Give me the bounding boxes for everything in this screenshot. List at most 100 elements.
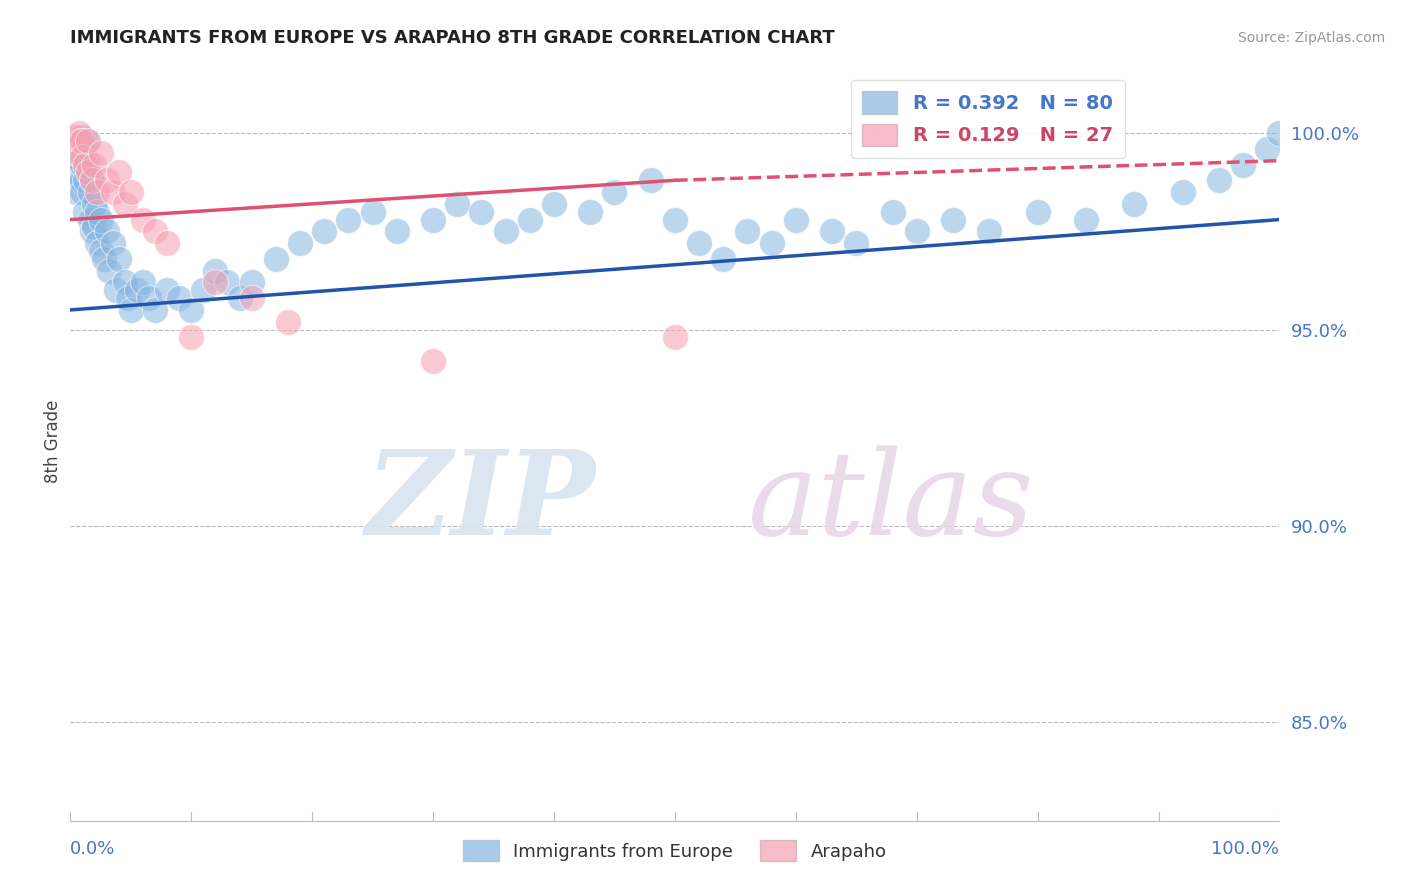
Point bbox=[80, 173, 103, 187]
Point bbox=[277, 315, 299, 329]
Point bbox=[314, 224, 336, 238]
Point bbox=[240, 291, 263, 305]
Point bbox=[193, 283, 215, 297]
Point bbox=[107, 165, 129, 179]
Point bbox=[664, 330, 686, 344]
Point bbox=[73, 204, 96, 219]
Point bbox=[76, 153, 98, 168]
Point bbox=[65, 145, 87, 160]
Point bbox=[69, 158, 91, 172]
Point bbox=[86, 204, 108, 219]
Point bbox=[73, 173, 96, 187]
Point bbox=[72, 130, 94, 145]
Point bbox=[167, 291, 190, 305]
Point bbox=[1074, 212, 1097, 227]
Point bbox=[603, 185, 626, 199]
Point bbox=[1208, 173, 1230, 187]
Point bbox=[664, 212, 686, 227]
Point bbox=[204, 276, 226, 290]
Point bbox=[105, 283, 128, 297]
Text: atlas: atlas bbox=[748, 445, 1033, 559]
Point bbox=[107, 252, 129, 266]
Point bbox=[337, 212, 360, 227]
Point bbox=[1268, 126, 1291, 140]
Point bbox=[86, 185, 108, 199]
Point bbox=[143, 224, 166, 238]
Point bbox=[80, 224, 103, 238]
Point bbox=[264, 252, 287, 266]
Point bbox=[1256, 142, 1278, 156]
Point bbox=[240, 276, 263, 290]
Point bbox=[361, 204, 384, 219]
Point bbox=[67, 126, 90, 140]
Point bbox=[120, 302, 142, 317]
Point bbox=[942, 212, 965, 227]
Point bbox=[79, 212, 101, 227]
Point bbox=[711, 252, 734, 266]
Point bbox=[543, 197, 565, 211]
Point bbox=[72, 142, 94, 156]
Text: 0.0%: 0.0% bbox=[70, 839, 115, 857]
Point bbox=[65, 165, 87, 179]
Point bbox=[83, 197, 105, 211]
Point bbox=[72, 134, 94, 148]
Text: Source: ZipAtlas.com: Source: ZipAtlas.com bbox=[1237, 31, 1385, 45]
Point bbox=[96, 224, 118, 238]
Text: ZIP: ZIP bbox=[366, 445, 596, 559]
Point bbox=[228, 291, 250, 305]
Point bbox=[519, 212, 541, 227]
Point bbox=[69, 134, 91, 148]
Point bbox=[217, 276, 239, 290]
Point bbox=[204, 263, 226, 277]
Point bbox=[495, 224, 517, 238]
Point bbox=[72, 150, 94, 164]
Point bbox=[422, 212, 444, 227]
Point bbox=[132, 212, 155, 227]
Point bbox=[1123, 197, 1146, 211]
Point bbox=[101, 185, 124, 199]
Point bbox=[821, 224, 844, 238]
Point bbox=[1171, 185, 1194, 199]
Point bbox=[385, 224, 408, 238]
Point bbox=[96, 173, 118, 187]
Y-axis label: 8th Grade: 8th Grade bbox=[44, 400, 62, 483]
Point bbox=[640, 173, 662, 187]
Point bbox=[93, 252, 115, 266]
Point bbox=[120, 185, 142, 199]
Point bbox=[1026, 204, 1049, 219]
Point bbox=[446, 197, 468, 211]
Point bbox=[77, 165, 100, 179]
Point bbox=[65, 130, 87, 145]
Point bbox=[72, 173, 94, 187]
Point bbox=[785, 212, 807, 227]
Point bbox=[114, 197, 136, 211]
Point bbox=[132, 276, 155, 290]
Point bbox=[979, 224, 1001, 238]
Point bbox=[86, 236, 108, 251]
Point bbox=[79, 185, 101, 199]
Point bbox=[65, 185, 87, 199]
Point bbox=[90, 212, 111, 227]
Point bbox=[90, 145, 111, 160]
Point bbox=[688, 236, 710, 251]
Point bbox=[77, 134, 100, 148]
Point bbox=[422, 354, 444, 368]
Point bbox=[737, 224, 759, 238]
Point bbox=[180, 330, 202, 344]
Point bbox=[117, 291, 139, 305]
Point bbox=[83, 158, 105, 172]
Point bbox=[76, 134, 98, 148]
Point bbox=[125, 283, 148, 297]
Point bbox=[114, 276, 136, 290]
Point bbox=[101, 236, 124, 251]
Point bbox=[579, 204, 602, 219]
Point bbox=[905, 224, 928, 238]
Text: 100.0%: 100.0% bbox=[1212, 839, 1279, 857]
Point bbox=[98, 263, 121, 277]
Point bbox=[138, 291, 160, 305]
Point bbox=[470, 204, 492, 219]
Point bbox=[69, 173, 91, 187]
Text: IMMIGRANTS FROM EUROPE VS ARAPAHO 8TH GRADE CORRELATION CHART: IMMIGRANTS FROM EUROPE VS ARAPAHO 8TH GR… bbox=[70, 29, 835, 47]
Point bbox=[72, 158, 94, 172]
Point bbox=[72, 185, 94, 199]
